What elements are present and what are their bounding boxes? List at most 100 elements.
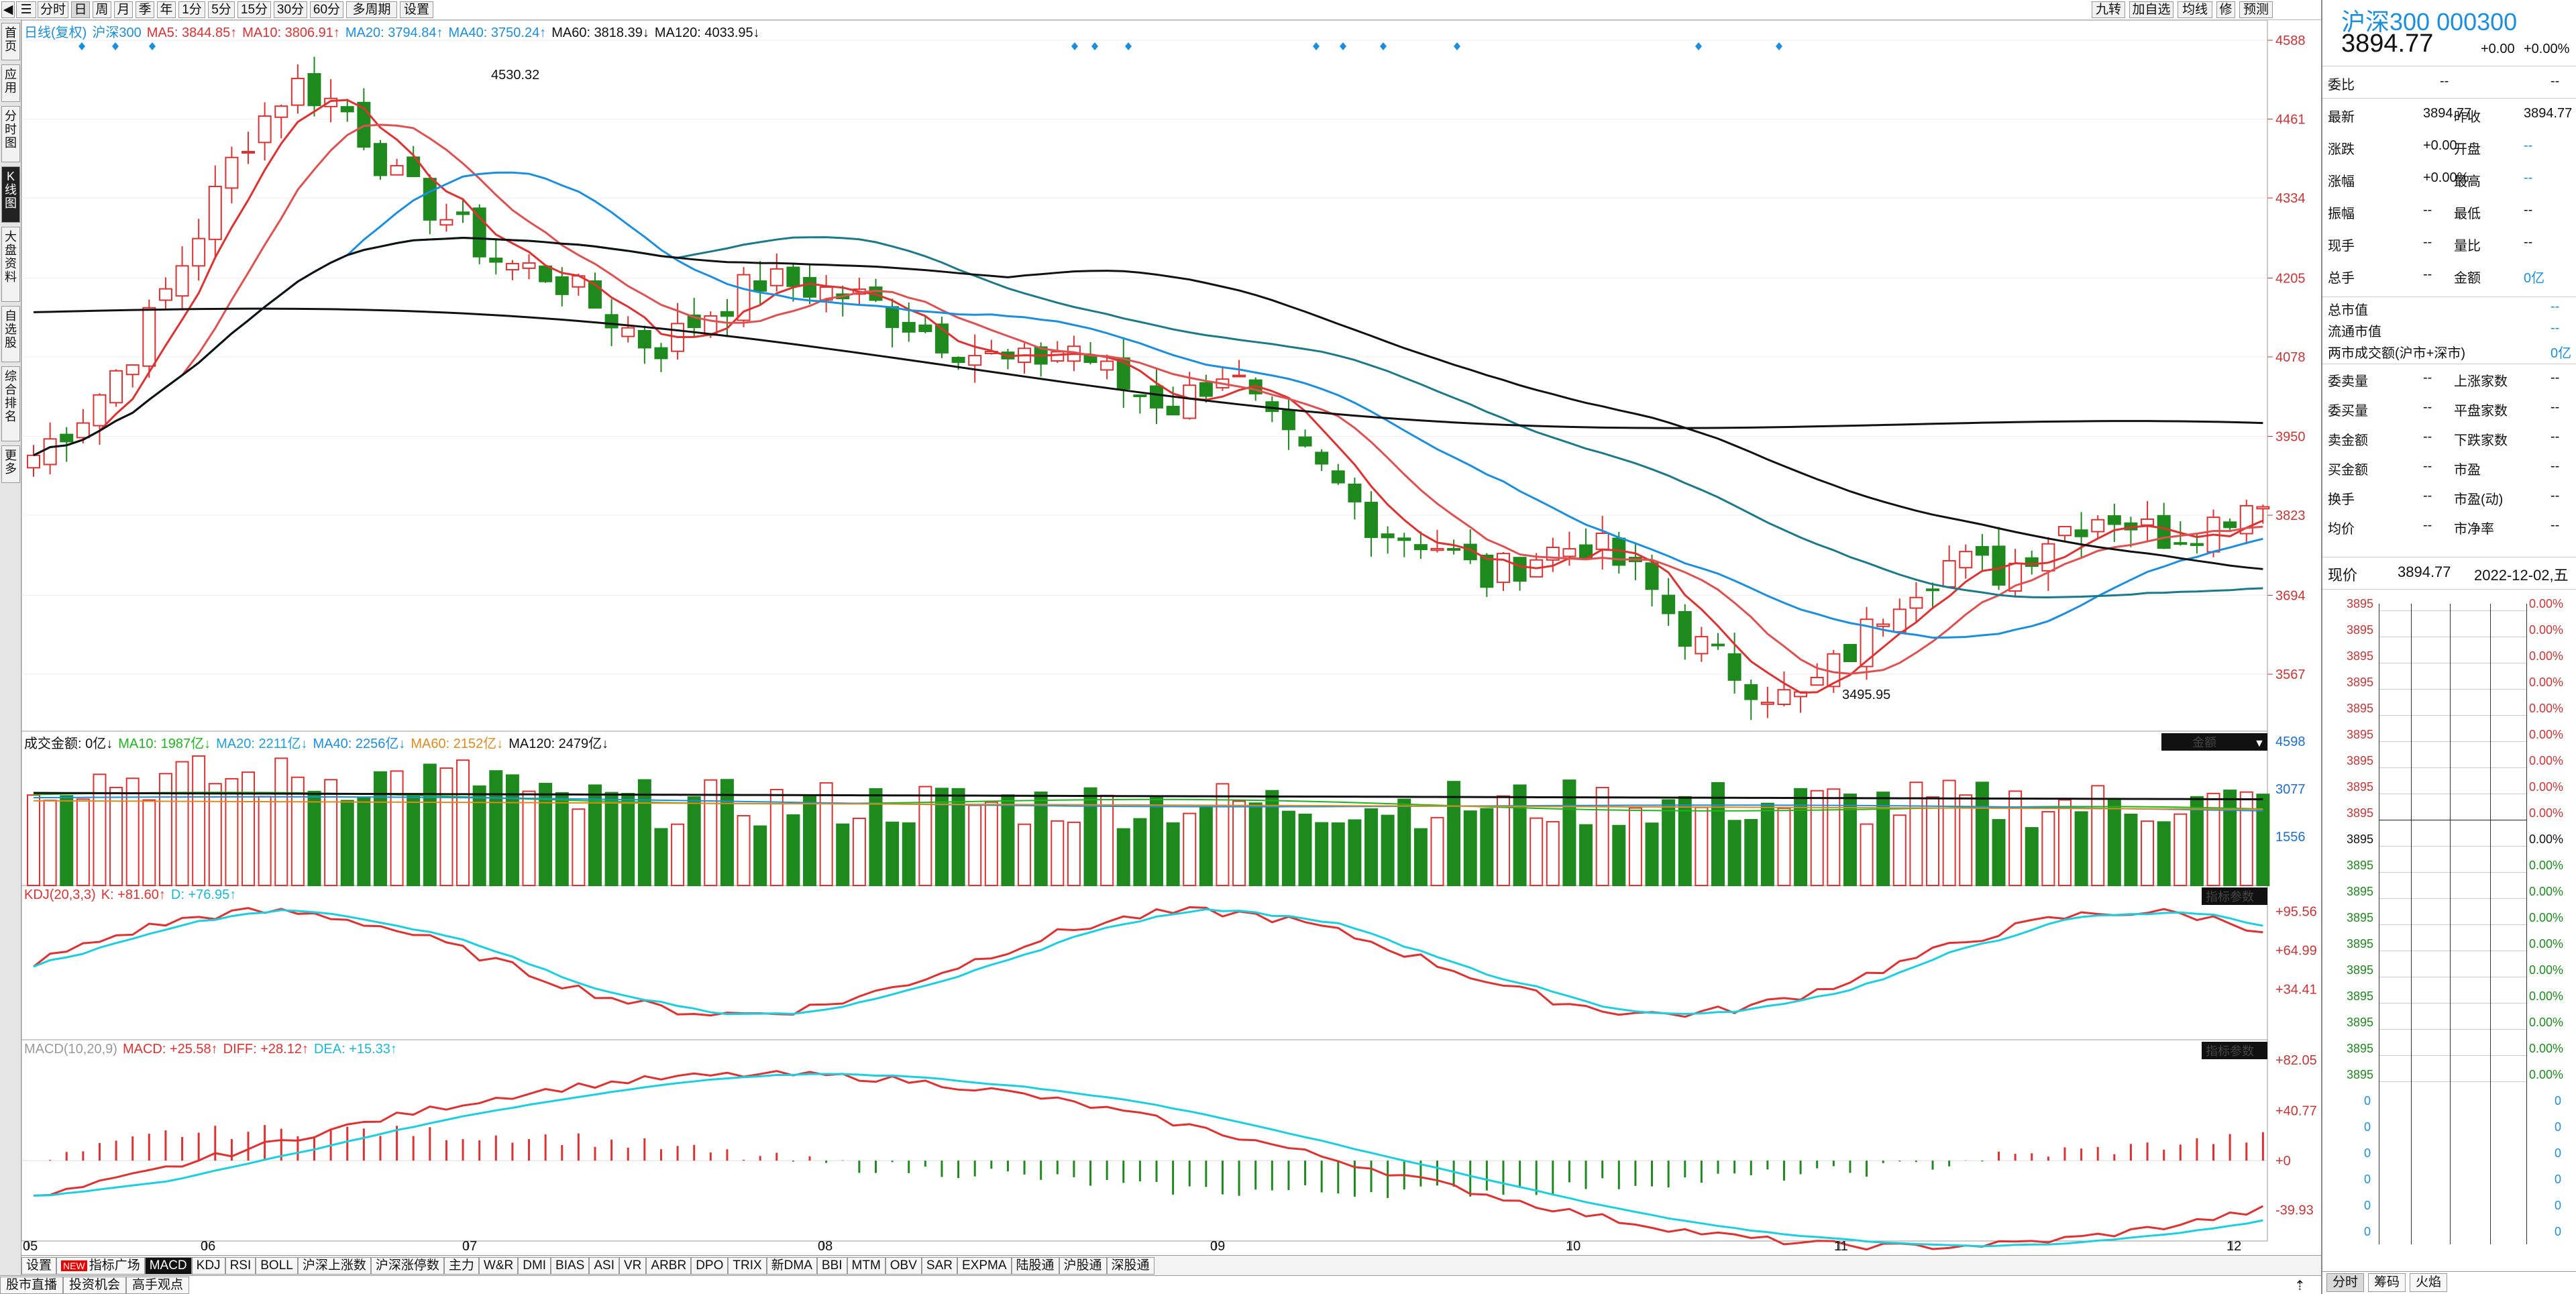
- indicator-tab-9[interactable]: W&R: [478, 1257, 519, 1275]
- event-marker-icon[interactable]: [1340, 42, 1346, 50]
- period-tab-4[interactable]: 季: [136, 1, 154, 18]
- event-marker-icon[interactable]: [78, 42, 85, 50]
- status-button-1[interactable]: 投资机会: [63, 1277, 127, 1294]
- event-marker-icon[interactable]: [1380, 42, 1387, 50]
- back-icon[interactable]: ◀: [1, 1, 15, 18]
- indicator-tab-24[interactable]: 沪股通: [1059, 1257, 1107, 1275]
- event-marker-icon[interactable]: [149, 42, 156, 50]
- volume-bar: [1744, 818, 1758, 886]
- sidebar-tab-3[interactable]: K线图: [1, 166, 20, 223]
- candle-body: [1843, 643, 1857, 663]
- toolbar-right-3[interactable]: 修: [2216, 1, 2235, 18]
- indicator-tab-5[interactable]: BOLL: [256, 1257, 298, 1275]
- indicator-tab-14[interactable]: ARBR: [646, 1257, 692, 1275]
- toolbar-right-1[interactable]: 加自选: [2129, 1, 2174, 18]
- period-tab-11[interactable]: 多周期: [346, 1, 397, 18]
- period-tab-9[interactable]: 30分: [274, 1, 307, 18]
- period-tab-10[interactable]: 60分: [310, 1, 343, 18]
- kdj-param-button[interactable]: [2202, 887, 2267, 905]
- volume-bar: [968, 804, 982, 886]
- indicator-tab-16[interactable]: TRIX: [728, 1257, 767, 1275]
- sidebar-tab-0[interactable]: 首页: [1, 23, 20, 60]
- event-marker-icon[interactable]: [1313, 42, 1320, 50]
- ladder-pct: 0.00%: [2529, 989, 2564, 1003]
- macd-param-button[interactable]: [2202, 1042, 2267, 1059]
- toolbar-right-2[interactable]: 均线: [2178, 1, 2212, 18]
- toolbar-right-4[interactable]: 预测: [2239, 1, 2273, 18]
- quote-value: 0亿: [2524, 271, 2545, 286]
- indicator-tab-4[interactable]: RSI: [225, 1257, 256, 1275]
- candle-body: [1199, 382, 1213, 397]
- volume-bar: [423, 763, 437, 886]
- panel-tab-2[interactable]: 火焰: [2410, 1273, 2447, 1292]
- indicator-tab-21[interactable]: SAR: [921, 1257, 957, 1275]
- indicator-tab-label: ASI: [594, 1258, 614, 1273]
- volume-bar: [671, 823, 685, 887]
- period-tab-7[interactable]: 5分: [208, 1, 235, 18]
- sidebar-tab-5[interactable]: 自选股: [1, 306, 20, 362]
- indicator-tab-2[interactable]: MACD: [144, 1257, 192, 1275]
- ladder-price: 3895: [2347, 963, 2374, 977]
- sidebar-tab-1[interactable]: 应用: [1, 64, 20, 102]
- period-tab-0[interactable]: 分时: [38, 1, 68, 18]
- indicator-tab-20[interactable]: OBV: [885, 1257, 922, 1275]
- stat-value: --: [2423, 400, 2432, 415]
- event-marker-icon[interactable]: [1454, 42, 1460, 50]
- panel-tab-0[interactable]: 分时: [2326, 1273, 2364, 1292]
- period-tab-2[interactable]: 周: [93, 1, 111, 18]
- event-marker-icon[interactable]: [1695, 42, 1702, 50]
- indicator-tab-12[interactable]: ASI: [589, 1257, 619, 1275]
- sidebar-tab-6[interactable]: 综合排名: [1, 366, 20, 441]
- high-annotation: 4530.32: [491, 68, 539, 83]
- indicator-tab-7[interactable]: 沪深涨停数: [370, 1257, 444, 1275]
- kdj-legend: KDJ(20,3,3) K: +81.60↑ D: +76.95↑: [24, 887, 241, 903]
- vol-ma60-line: [33, 800, 2263, 810]
- indicator-tab-25[interactable]: 深股通: [1106, 1257, 1155, 1275]
- candle-body: [1430, 547, 1444, 551]
- period-tab-3[interactable]: 月: [114, 1, 133, 18]
- ladder-pct: 0.00%: [2529, 780, 2564, 794]
- quote-price: 3894.77: [2341, 30, 2434, 58]
- toolbar-right-0[interactable]: 九转: [2092, 1, 2125, 18]
- indicator-tab-0[interactable]: 设置: [21, 1257, 57, 1275]
- indicator-tab-3[interactable]: KDJ: [191, 1257, 225, 1275]
- indicator-tab-11[interactable]: BIAS: [551, 1257, 590, 1275]
- sidebar-tab-2[interactable]: 分时图: [1, 106, 20, 162]
- menu-icon[interactable]: ☰: [16, 1, 36, 18]
- volume-bar: [1364, 808, 1379, 886]
- period-tab-8[interactable]: 15分: [237, 1, 271, 18]
- volume-unit-button[interactable]: [2161, 733, 2267, 751]
- status-button-0[interactable]: 股市直播: [0, 1277, 64, 1294]
- period-tab-6[interactable]: 1分: [178, 1, 205, 18]
- volume-bar: [1298, 813, 1312, 887]
- dropdown-icon[interactable]: ▼: [2254, 738, 2265, 749]
- indicator-tab-13[interactable]: VR: [619, 1257, 647, 1275]
- sidebar-tab-7[interactable]: 更多: [1, 445, 20, 483]
- period-tab-1[interactable]: 日: [71, 1, 90, 18]
- period-tab-5[interactable]: 年: [157, 1, 176, 18]
- volume-bar: [2239, 791, 2253, 886]
- up-arrow-icon[interactable]: ⇡: [2294, 1279, 2306, 1293]
- period-tab-12[interactable]: 设置: [400, 1, 433, 18]
- sidebar-tab-4[interactable]: 大盘资料: [1, 227, 20, 302]
- indicator-tab-1[interactable]: NEW 指标广场: [56, 1257, 145, 1275]
- indicator-tab-18[interactable]: BBI: [816, 1257, 847, 1275]
- indicator-tab-10[interactable]: DMI: [518, 1257, 551, 1275]
- indicator-tab-22[interactable]: EXPMA: [957, 1257, 1012, 1275]
- quote-label: 开盘: [2454, 142, 2481, 157]
- panel-tab-1[interactable]: 筹码: [2368, 1273, 2406, 1292]
- event-marker-icon[interactable]: [1091, 42, 1098, 50]
- candle-body: [1892, 608, 1907, 633]
- indicator-tab-23[interactable]: 陆股通: [1011, 1257, 1059, 1275]
- indicator-tab-15[interactable]: DPO: [691, 1257, 729, 1275]
- indicator-tab-19[interactable]: MTM: [847, 1257, 885, 1275]
- status-button-2[interactable]: 高手观点: [126, 1277, 190, 1294]
- event-marker-icon[interactable]: [1071, 42, 1078, 50]
- event-marker-icon[interactable]: [1776, 42, 1782, 50]
- legend-item: D: +76.95↑: [170, 887, 237, 902]
- indicator-tab-6[interactable]: 沪深上涨数: [297, 1257, 371, 1275]
- indicator-tab-8[interactable]: 主力: [443, 1257, 479, 1275]
- event-marker-icon[interactable]: [112, 42, 119, 50]
- event-marker-icon[interactable]: [1125, 42, 1132, 50]
- indicator-tab-17[interactable]: 新DMA: [766, 1257, 817, 1275]
